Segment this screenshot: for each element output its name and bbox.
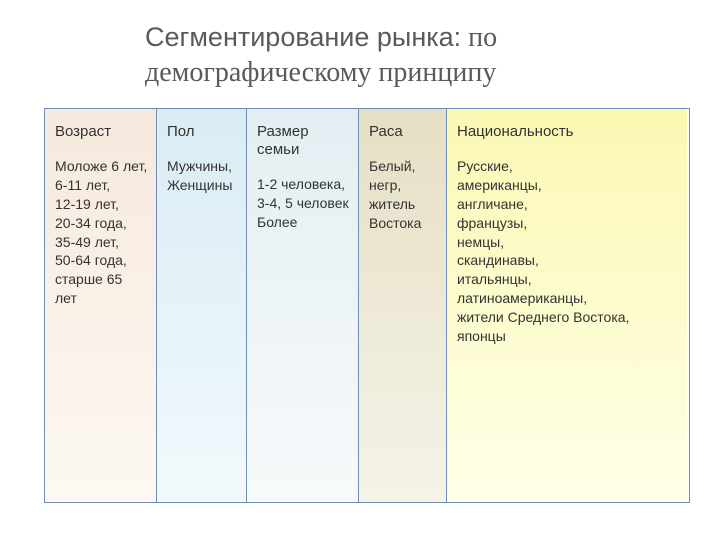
column-gender: Пол Мужчины, Женщины: [157, 109, 247, 502]
column-header-race: Раса: [369, 123, 438, 141]
column-body-family-size: 1-2 человека, 3-4, 5 человек Более: [257, 175, 350, 232]
column-age: Возраст Моложе 6 лет, 6-11 лет, 12-19 лет…: [45, 109, 157, 502]
column-body-gender: Мужчины, Женщины: [167, 157, 238, 195]
column-header-gender: Пол: [167, 123, 238, 141]
column-body-nationality: Русские, американцы, англичане, французы…: [457, 157, 679, 346]
column-body-race: Белый, негр, житель Востока: [369, 157, 438, 233]
title-bold: Сегментирование рынка:: [145, 22, 461, 52]
column-header-nationality: Национальность: [457, 123, 679, 141]
column-header-family-size: Размер семьи: [257, 123, 350, 159]
slide: Сегментирование рынка: по демографическо…: [0, 0, 720, 540]
columns-container: Возраст Моложе 6 лет, 6-11 лет, 12-19 лет…: [44, 108, 690, 503]
column-body-age: Моложе 6 лет, 6-11 лет, 12-19 лет, 20-34…: [55, 157, 148, 308]
column-family-size: Размер семьи 1-2 человека, 3-4, 5 человек…: [247, 109, 359, 502]
column-nationality: Национальность Русские, американцы, англи…: [447, 109, 687, 502]
slide-title: Сегментирование рынка: по демографическо…: [145, 20, 680, 90]
column-race: Раса Белый, негр, житель Востока: [359, 109, 447, 502]
column-header-age: Возраст: [55, 123, 148, 141]
